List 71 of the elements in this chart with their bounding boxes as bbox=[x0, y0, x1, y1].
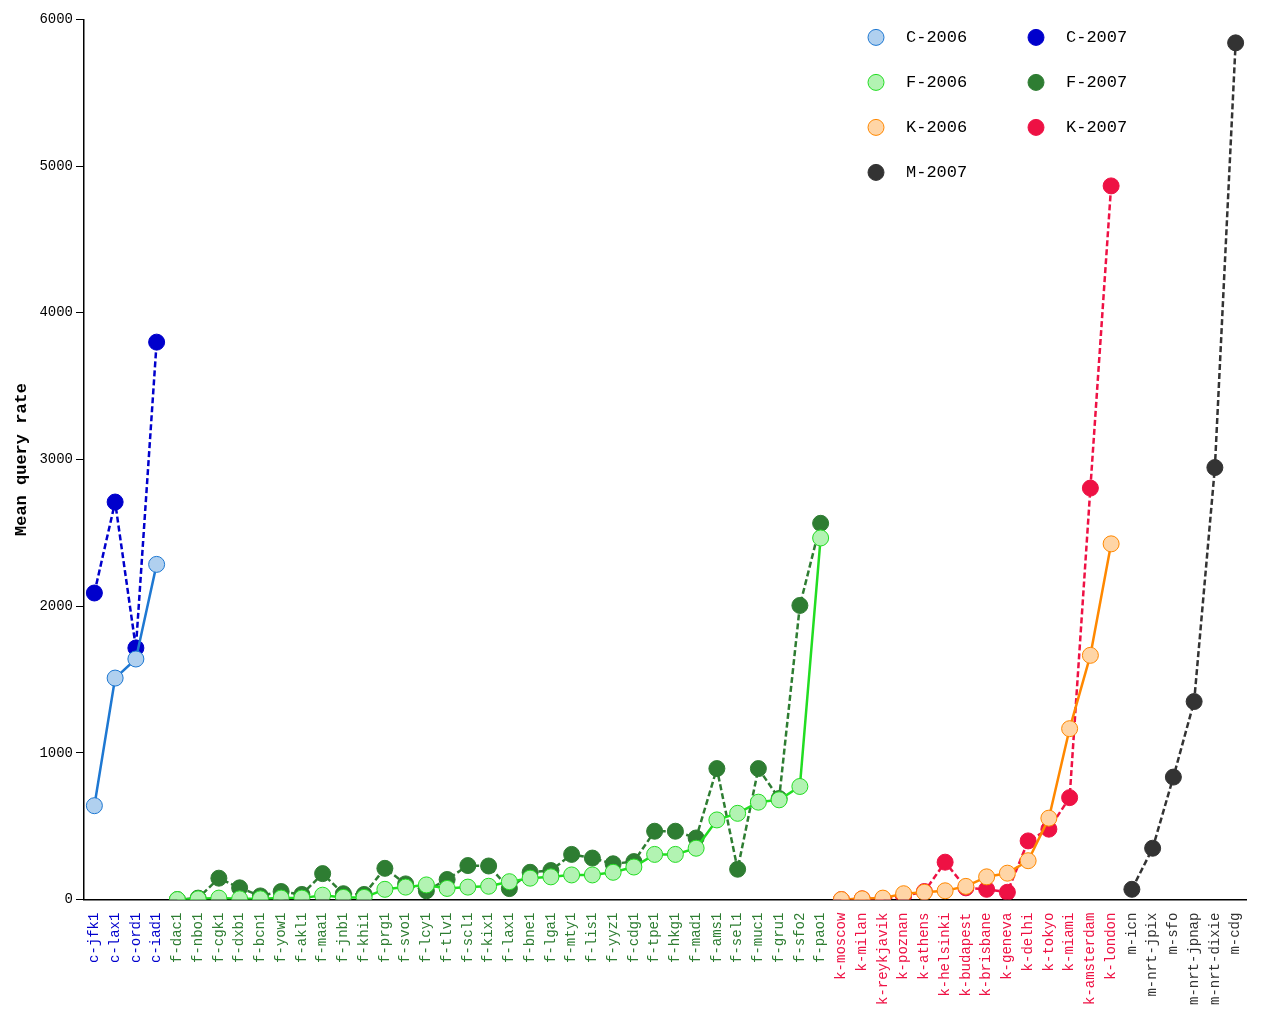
x-tick-label: f-lga1 bbox=[542, 912, 559, 964]
x-tick-label: k-brisbane bbox=[978, 912, 995, 997]
x-tick-label: c-ord1 bbox=[127, 912, 144, 964]
x-tick-label: f-cgk1 bbox=[210, 912, 227, 964]
x-tick-label: k-budapest bbox=[957, 912, 974, 997]
x-tick-label: f-mty1 bbox=[563, 912, 580, 964]
y-tick-label: 1000 bbox=[39, 744, 74, 761]
x-tick-label: m-nrt-dixie bbox=[1206, 912, 1223, 1006]
x-tick-label: f-muc1 bbox=[750, 912, 767, 964]
x-tick-label: m-nrt-jpix bbox=[1144, 912, 1161, 997]
legend-label: K-2007 bbox=[1066, 117, 1128, 137]
legend-label: C-2007 bbox=[1066, 27, 1128, 47]
x-tick-label: f-akl1 bbox=[293, 912, 310, 964]
legend-label: M-2007 bbox=[906, 162, 968, 182]
x-tick-label: f-yyz1 bbox=[604, 912, 621, 964]
x-tick-label: f-hkg1 bbox=[667, 912, 684, 964]
x-tick-label: f-prg1 bbox=[376, 912, 393, 964]
x-tick-label: f-cdg1 bbox=[625, 912, 642, 964]
legend-label: F-2006 bbox=[906, 72, 968, 92]
y-tick-label: 0 bbox=[64, 891, 74, 908]
x-tick-label: c-jfk1 bbox=[86, 912, 103, 964]
y-tick-label: 6000 bbox=[39, 11, 74, 28]
x-tick-label: f-mad1 bbox=[687, 912, 704, 964]
x-tick-label: k-amsterdam bbox=[1082, 912, 1099, 1006]
x-tick-label: m-sfo bbox=[1165, 912, 1182, 955]
x-tick-label: m-icn bbox=[1123, 912, 1140, 955]
x-tick-label: k-helsinki bbox=[936, 912, 953, 997]
y-axis-title: Mean query rate bbox=[12, 382, 32, 537]
x-tick-label: f-jnb1 bbox=[335, 912, 352, 964]
x-tick-label: k-miami bbox=[1061, 912, 1078, 972]
x-tick-label: f-dxb1 bbox=[231, 912, 248, 964]
x-tick-label: f-lax1 bbox=[501, 912, 518, 964]
x-tick-label: f-yow1 bbox=[272, 912, 289, 964]
x-tick-label: f-lis1 bbox=[584, 912, 601, 964]
x-tick-label: k-poznan bbox=[895, 912, 912, 980]
x-tick-label: f-tlv1 bbox=[438, 912, 455, 964]
x-tick-label: f-nbo1 bbox=[189, 912, 206, 964]
x-tick-label: f-svo1 bbox=[397, 912, 414, 964]
x-tick-label: k-reykjavik bbox=[874, 912, 891, 1006]
x-tick-label: f-bcn1 bbox=[252, 912, 269, 964]
x-tick-label: m-nrt-jpnap bbox=[1185, 912, 1202, 1006]
x-tick-label: k-geneva bbox=[999, 912, 1016, 980]
x-tick-label: f-ams1 bbox=[708, 912, 725, 964]
x-tick-label: k-london bbox=[1102, 912, 1119, 980]
x-tick-label: f-gru1 bbox=[770, 912, 787, 964]
x-tick-label: k-milan bbox=[853, 912, 870, 972]
x-tick-label: f-scl1 bbox=[459, 912, 476, 964]
legend-label: K-2006 bbox=[906, 117, 968, 137]
legend-label: F-2007 bbox=[1066, 72, 1128, 92]
y-tick-label: 5000 bbox=[39, 157, 74, 174]
y-tick-label: 2000 bbox=[39, 597, 74, 614]
x-tick-label: k-athens bbox=[916, 912, 933, 980]
x-tick-label: f-lcy1 bbox=[418, 912, 435, 964]
x-tick-label: f-khi1 bbox=[355, 912, 372, 964]
y-tick-label: 3000 bbox=[39, 451, 74, 468]
y-tick-label: 4000 bbox=[39, 304, 74, 321]
x-tick-label: f-kix1 bbox=[480, 912, 497, 964]
x-tick-label: f-sfo2 bbox=[791, 912, 808, 964]
x-tick-label: k-delhi bbox=[1019, 912, 1036, 972]
x-tick-label: c-iad1 bbox=[148, 912, 165, 964]
x-tick-label: m-cdg bbox=[1227, 912, 1244, 955]
x-tick-label: f-tpe1 bbox=[646, 912, 663, 964]
x-tick-label: c-lax1 bbox=[106, 912, 123, 964]
x-tick-label: k-tokyo bbox=[1040, 912, 1057, 972]
x-tick-label: f-pao1 bbox=[812, 912, 829, 964]
x-tick-label: f-maa1 bbox=[314, 912, 331, 964]
x-tick-label: f-bne1 bbox=[521, 912, 538, 964]
x-tick-label: k-moscow bbox=[833, 911, 850, 980]
legend-label: C-2006 bbox=[906, 27, 968, 47]
x-tick-label: f-sel1 bbox=[729, 912, 746, 964]
x-tick-label: f-dac1 bbox=[169, 912, 186, 964]
